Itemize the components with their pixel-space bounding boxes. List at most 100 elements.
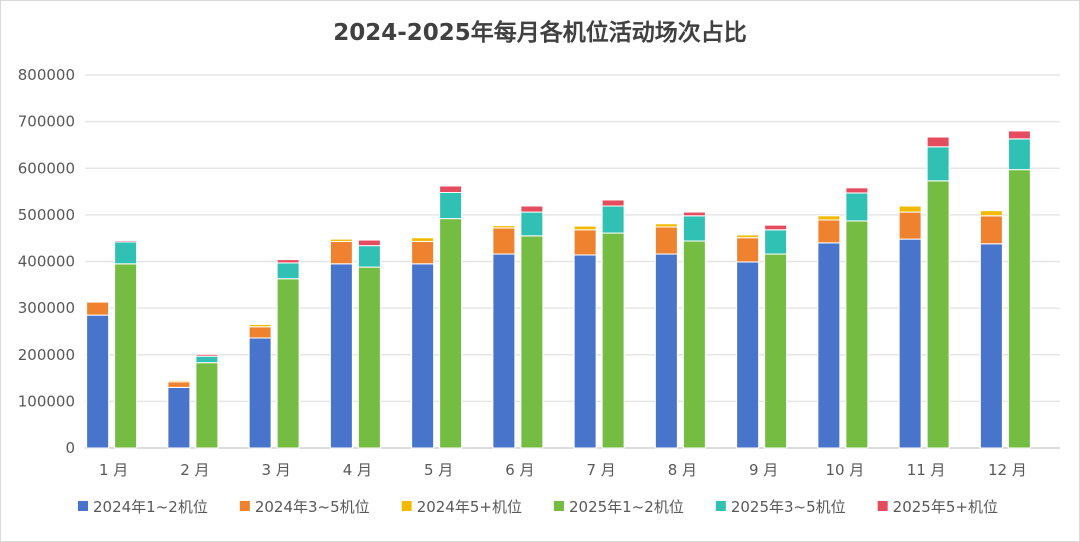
bar-segment xyxy=(1007,169,1031,449)
bar-segment xyxy=(979,215,1003,245)
legend-label: 2025年3~5机位 xyxy=(731,498,846,516)
bar-segment xyxy=(817,219,841,244)
bar-segment xyxy=(411,237,435,242)
x-tick-label: 5 月 xyxy=(424,461,453,479)
bar-segment xyxy=(601,199,625,207)
bar-segment xyxy=(439,191,463,220)
bar-segment xyxy=(573,254,597,449)
bar-segment xyxy=(276,262,300,280)
bar-segment xyxy=(276,278,300,449)
bar-segment xyxy=(654,226,678,255)
x-tick-label: 6 月 xyxy=(505,461,534,479)
bar-segment xyxy=(520,235,544,449)
bar-segment xyxy=(817,242,841,449)
bar-segment xyxy=(329,263,353,449)
bar-segment xyxy=(682,211,706,217)
legend-label: 2024年5+机位 xyxy=(417,498,522,516)
bar-segment xyxy=(654,223,678,228)
bar-segment xyxy=(736,237,760,263)
x-tick-label: 4 月 xyxy=(343,461,372,479)
bar-segment xyxy=(439,185,463,193)
bar-segment xyxy=(654,253,678,449)
bar-segment xyxy=(926,180,950,449)
y-tick-label: 100000 xyxy=(18,392,75,410)
bar-segment xyxy=(276,259,300,264)
bar-segment xyxy=(329,238,353,242)
bar-segment xyxy=(1007,130,1031,140)
bar-segment xyxy=(411,263,435,449)
bar-segment xyxy=(329,240,353,265)
x-tick-label: 8 月 xyxy=(668,461,697,479)
bar-segment xyxy=(926,136,950,148)
bar-segment xyxy=(845,187,869,194)
x-tick-label: 10 月 xyxy=(825,461,864,479)
bar-segment xyxy=(114,240,138,243)
bar-segment xyxy=(411,240,435,265)
bar-segment xyxy=(682,240,706,449)
y-tick-label: 600000 xyxy=(18,159,75,177)
y-tick-label: 200000 xyxy=(18,346,75,364)
x-tick-label: 2 月 xyxy=(180,461,209,479)
bar-segment xyxy=(357,245,381,268)
bar-segment xyxy=(898,211,922,240)
bar-segment xyxy=(845,220,869,449)
bar-segment xyxy=(845,192,869,222)
bar-segment xyxy=(357,266,381,449)
y-tick-label: 700000 xyxy=(18,113,75,131)
bar-segment xyxy=(114,241,138,265)
x-tick-label: 7 月 xyxy=(586,461,615,479)
bar-segment xyxy=(114,263,138,449)
x-tick-label: 9 月 xyxy=(749,461,778,479)
bar-segment xyxy=(492,253,516,449)
chart-title: 2024-2025年每月各机位活动场次占比 xyxy=(333,19,747,46)
legend-swatch xyxy=(239,501,250,511)
bar-segment xyxy=(167,386,191,449)
bar-segment xyxy=(736,261,760,449)
bar-segment xyxy=(439,218,463,449)
legend-swatch xyxy=(401,501,412,511)
y-tick-label: 400000 xyxy=(18,253,75,271)
bar-segment xyxy=(1007,138,1031,171)
bar-segment xyxy=(682,215,706,242)
bar-segment xyxy=(573,229,597,256)
bar-segment xyxy=(167,379,191,383)
bar-segment xyxy=(520,211,544,237)
legend-swatch xyxy=(877,501,888,511)
legend-swatch xyxy=(553,501,564,511)
bar-segment xyxy=(764,229,788,255)
bar-segment xyxy=(898,205,922,213)
bar-segment xyxy=(167,381,191,388)
bar-segment xyxy=(248,337,272,449)
bar-segment xyxy=(573,225,597,231)
bar-segment xyxy=(195,362,219,449)
legend-label: 2025年5+机位 xyxy=(893,498,998,516)
legend-label: 2024年3~5机位 xyxy=(255,498,370,516)
bar-segment xyxy=(195,353,219,357)
y-tick-label: 800000 xyxy=(18,66,75,84)
y-tick-label: 0 xyxy=(65,439,75,457)
x-tick-label: 1 月 xyxy=(99,461,128,479)
bar-segment xyxy=(357,239,381,247)
legend-swatch xyxy=(715,501,726,511)
x-tick-label: 3 月 xyxy=(261,461,290,479)
bar-segment xyxy=(86,314,110,449)
bar-segment xyxy=(898,238,922,449)
bar-segment xyxy=(248,326,272,339)
legend-label: 2024年1~2机位 xyxy=(93,498,208,516)
legend-label: 2025年1~2机位 xyxy=(569,498,684,516)
bar-segment xyxy=(601,232,625,449)
bar-segment xyxy=(979,243,1003,449)
bar-segment xyxy=(979,210,1003,217)
y-tick-label: 500000 xyxy=(18,206,75,224)
bar-segment xyxy=(248,323,272,328)
x-tick-label: 12 月 xyxy=(988,461,1027,479)
bar-segment xyxy=(492,227,516,255)
bar-segment xyxy=(926,146,950,182)
y-tick-label: 300000 xyxy=(18,299,75,317)
bar-segment xyxy=(736,234,760,239)
bar-segment xyxy=(492,225,516,229)
x-tick-label: 11 月 xyxy=(907,461,946,479)
legend-swatch xyxy=(78,501,88,511)
bar-segment xyxy=(195,355,219,364)
